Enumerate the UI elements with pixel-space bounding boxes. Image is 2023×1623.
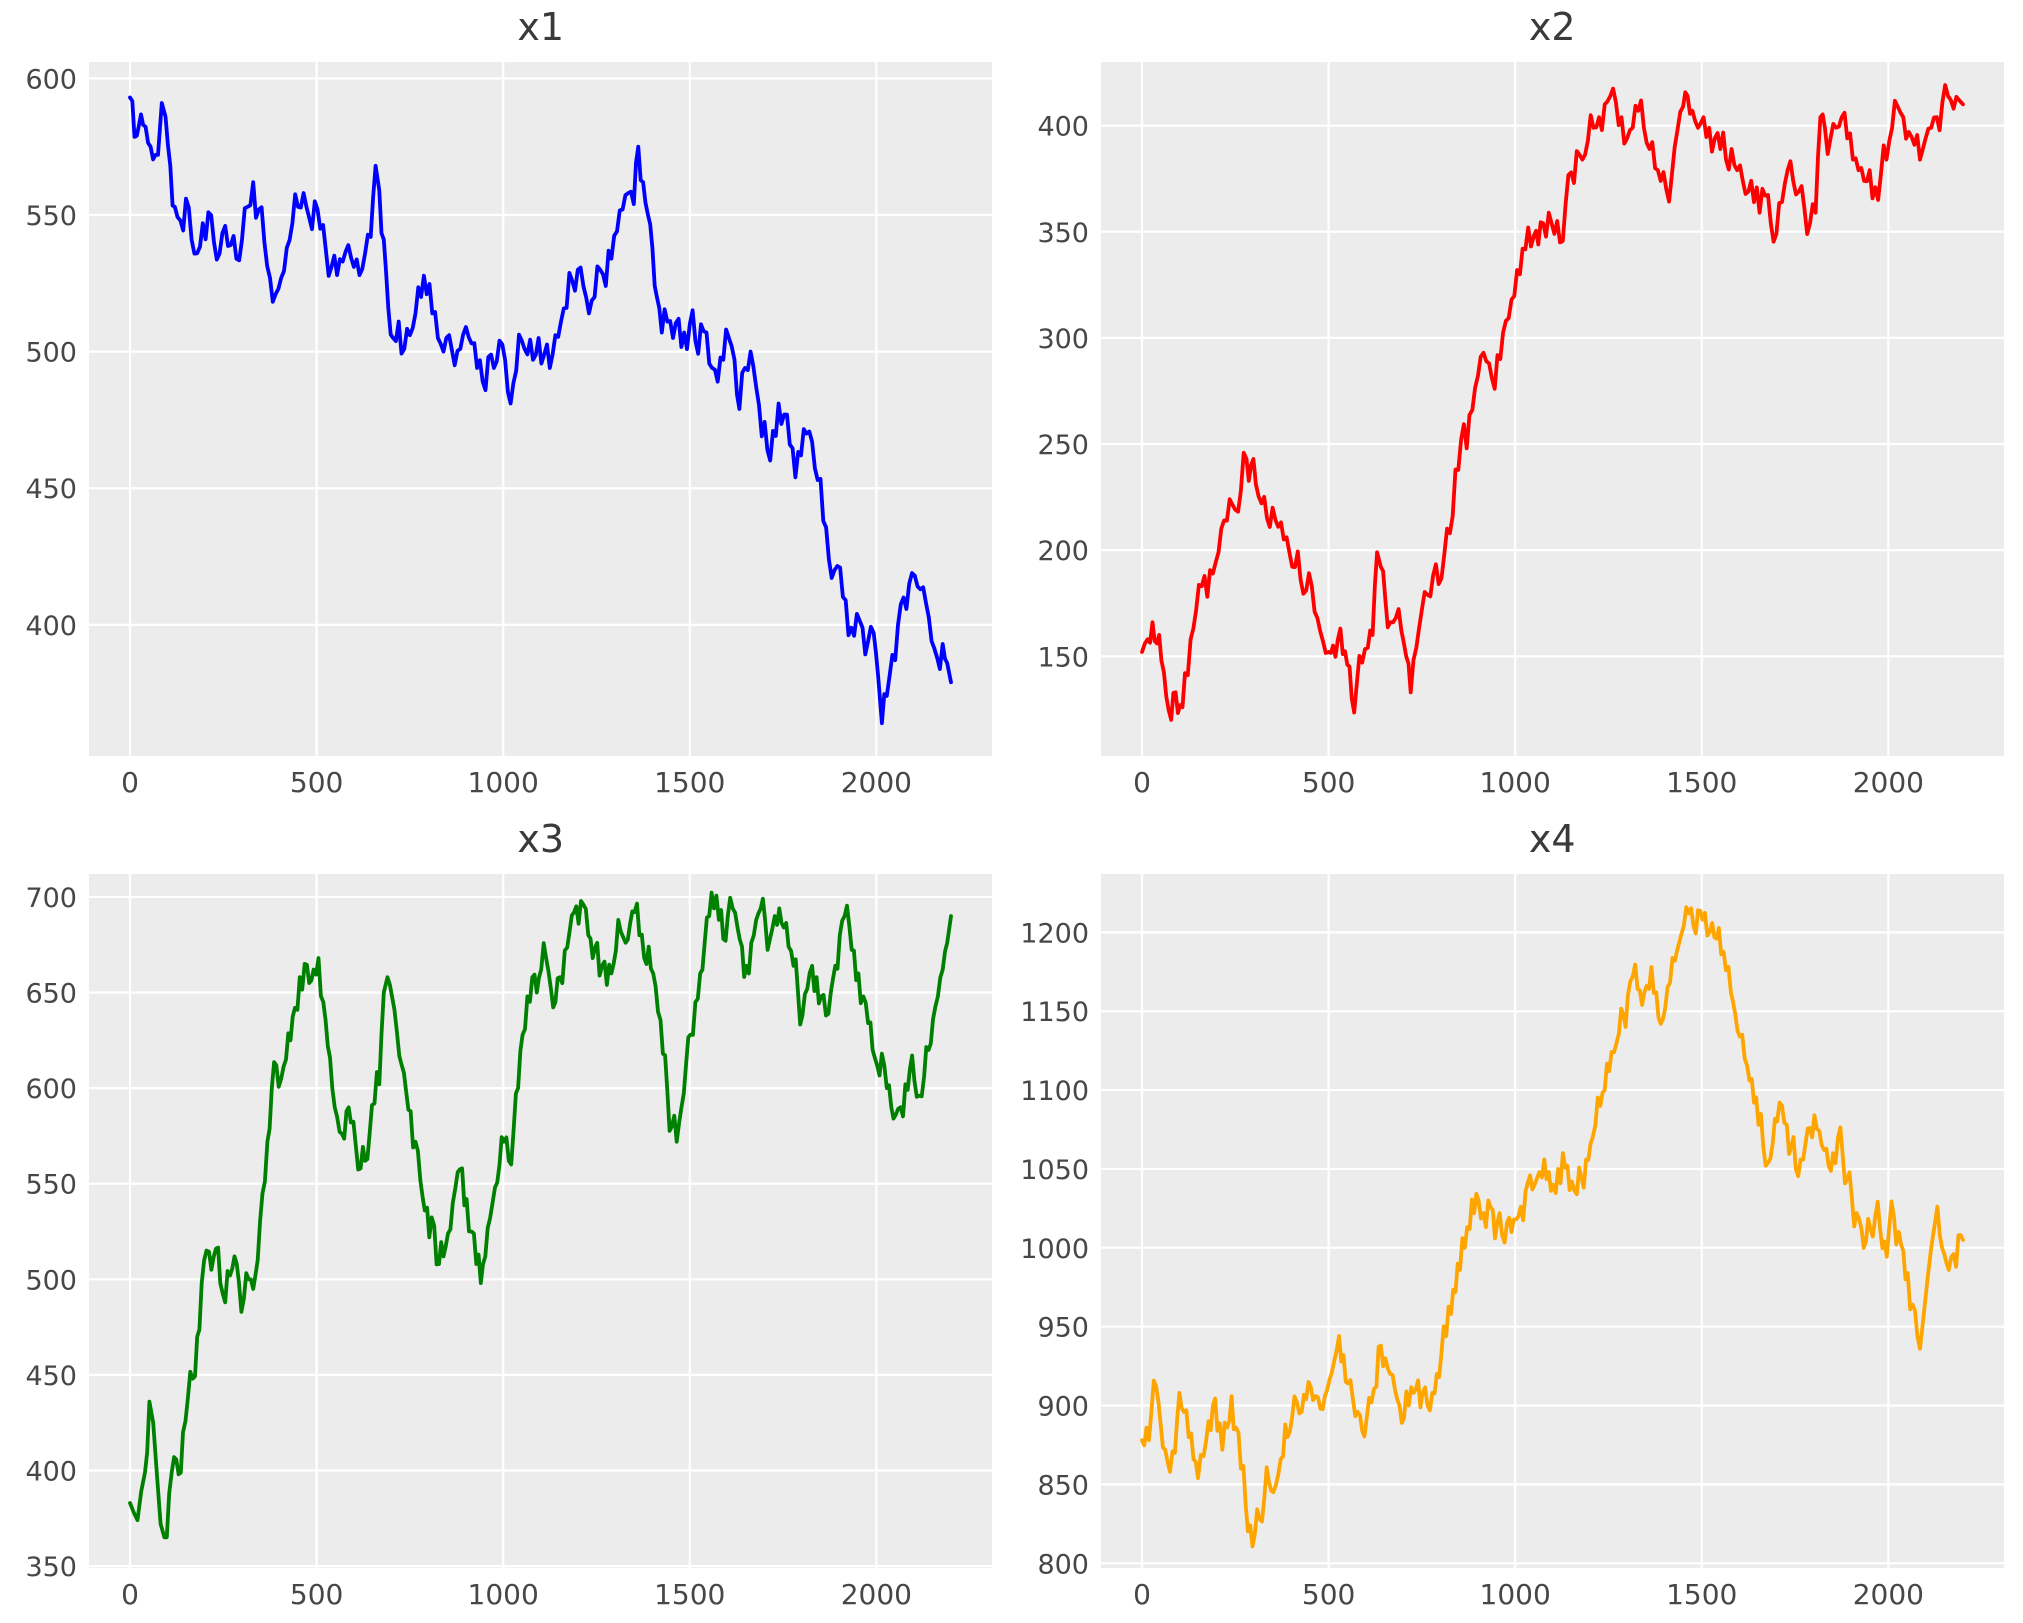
plot-x1: 0 500 1000 1500 2000 400 450 500 550 600 xyxy=(26,62,993,799)
x-tick-label: 500 xyxy=(1302,766,1355,799)
plot-background xyxy=(1100,62,2004,756)
subplot-x1: x1 0 500 1000 1500 2000 400 450 500 550 600 xyxy=(0,0,1012,812)
x-tick-label: 1500 xyxy=(654,766,725,799)
y-tick-label: 400 xyxy=(26,1456,78,1487)
y-tick-label: 200 xyxy=(1037,536,1089,567)
y-tick-label: 600 xyxy=(26,1074,78,1105)
y-tick-label: 400 xyxy=(1037,112,1089,143)
y-tick-label: 350 xyxy=(1037,218,1089,249)
y-tick-label: 1000 xyxy=(1020,1233,1089,1264)
subplot-x4: x4 0 500 1000 1500 2000 800 850 900 950 1000 1050 1… xyxy=(1012,812,2023,1623)
x-tick-label: 0 xyxy=(121,1578,139,1611)
y-tick-label: 1050 xyxy=(1020,1154,1089,1185)
subplot-title-x1: x1 xyxy=(517,5,565,49)
y-tick-label: 450 xyxy=(26,1360,78,1391)
subplot-x2: x2 0 500 1000 1500 2000 150 200 250 300 350 400 xyxy=(1012,0,2023,812)
x-tick-label: 1000 xyxy=(468,766,539,799)
plot-x4: 0 500 1000 1500 2000 800 850 900 950 1000 1050 1100… xyxy=(1020,873,2004,1611)
y-tick-label: 600 xyxy=(26,64,78,95)
plot-x3: 0 500 1000 1500 2000 350 400 450 500 550 600 650 700 xyxy=(26,873,993,1611)
y-tick-label: 950 xyxy=(1037,1312,1089,1343)
x-tick-label: 2000 xyxy=(841,1578,912,1611)
y-tick-label: 1150 xyxy=(1020,997,1089,1028)
x-tick-label: 0 xyxy=(1133,1578,1151,1611)
x-tick-label: 2000 xyxy=(1852,1578,1923,1611)
y-tick-label: 1200 xyxy=(1020,918,1089,949)
plot-x2: 0 500 1000 1500 2000 150 200 250 300 350 400 xyxy=(1037,62,2004,799)
x-tick-label: 1500 xyxy=(654,1578,725,1611)
subplot-title-x3: x3 xyxy=(517,816,565,861)
y-tick-label: 500 xyxy=(26,338,78,369)
y-tick-label: 1100 xyxy=(1020,1076,1089,1107)
x-tick-label: 500 xyxy=(290,766,343,799)
x-tick-label: 1500 xyxy=(1666,766,1737,799)
x-tick-label: 0 xyxy=(121,766,139,799)
y-tick-label: 150 xyxy=(1037,642,1089,673)
y-tick-label: 650 xyxy=(26,978,78,1009)
y-tick-label: 500 xyxy=(26,1265,78,1296)
subplot-x3: x3 0 500 1000 1500 2000 350 400 450 500 550 600 650… xyxy=(0,812,1012,1623)
y-tick-label: 700 xyxy=(26,882,78,913)
y-tick-label: 250 xyxy=(1037,430,1089,461)
x-tick-label: 2000 xyxy=(1852,766,1923,799)
y-tick-label: 450 xyxy=(26,474,78,505)
x-tick-label: 1500 xyxy=(1666,1578,1737,1611)
plot-background xyxy=(89,873,993,1568)
series-line-x4 xyxy=(1139,904,1965,1548)
x-tick-label: 500 xyxy=(290,1578,343,1611)
subplot-title-x2: x2 xyxy=(1528,5,1576,49)
x-tick-label: 500 xyxy=(1302,1578,1355,1611)
x-tick-label: 0 xyxy=(1133,766,1151,799)
y-tick-label: 900 xyxy=(1037,1391,1089,1422)
x-tick-label: 1000 xyxy=(468,1578,539,1611)
y-tick-label: 350 xyxy=(26,1552,78,1583)
series-line-x2 xyxy=(1139,83,1965,722)
plot-background xyxy=(89,62,993,756)
y-tick-label: 400 xyxy=(26,611,78,642)
x-tick-label: 1000 xyxy=(1479,1578,1550,1611)
series-line-x1 xyxy=(128,95,954,726)
y-tick-label: 550 xyxy=(26,1169,78,1200)
y-tick-label: 550 xyxy=(26,201,78,232)
subplot-title-x4: x4 xyxy=(1528,816,1576,861)
y-tick-label: 800 xyxy=(1037,1549,1089,1580)
x-tick-label: 2000 xyxy=(841,766,912,799)
y-tick-label: 850 xyxy=(1037,1470,1089,1501)
y-tick-label: 300 xyxy=(1037,324,1089,355)
x-tick-label: 1000 xyxy=(1479,766,1550,799)
series-line-x3 xyxy=(128,890,954,1539)
